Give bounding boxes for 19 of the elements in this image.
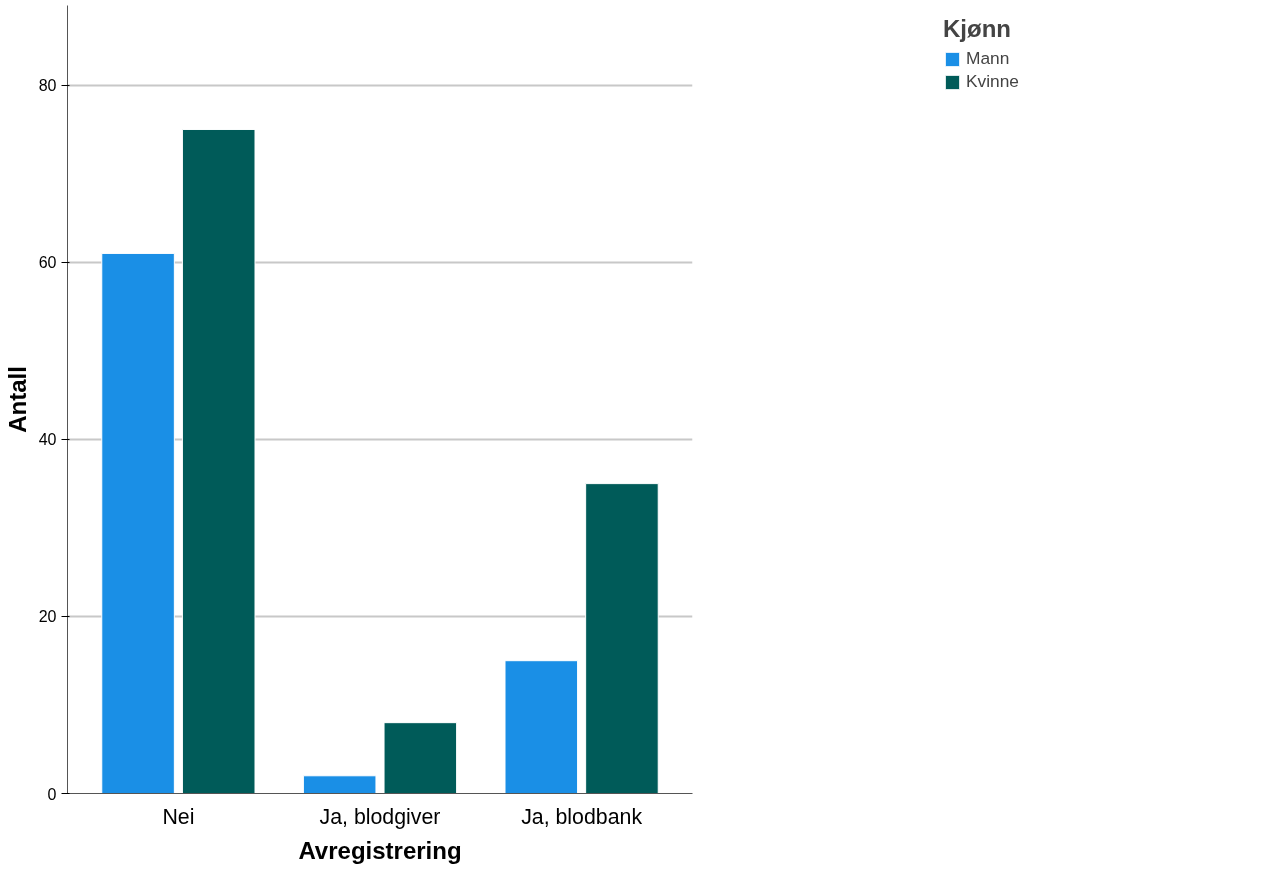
y-tick-label: 60 — [38, 254, 57, 272]
bar — [504, 660, 579, 794]
y-tick-label: 80 — [38, 77, 57, 95]
bar — [383, 722, 458, 794]
y-tick-label: 0 — [47, 785, 57, 803]
bar — [181, 128, 256, 794]
bar — [585, 483, 659, 794]
y-axis-title: Antall — [3, 366, 31, 433]
legend-label: Mann — [966, 48, 1010, 69]
bar — [101, 252, 175, 794]
x-tick-label: Ja, blodgiver — [319, 804, 441, 829]
y-tick-label: 20 — [38, 608, 57, 626]
legend-label: Kvinne — [966, 71, 1019, 92]
bar — [302, 775, 377, 794]
x-tick-label: Nei — [162, 804, 195, 829]
legend-title: Kjønn — [943, 15, 1012, 43]
y-tick-label: 40 — [38, 431, 57, 449]
x-tick-label: Ja, blodbank — [521, 804, 643, 829]
x-axis-title: Avregistrering — [298, 836, 462, 864]
